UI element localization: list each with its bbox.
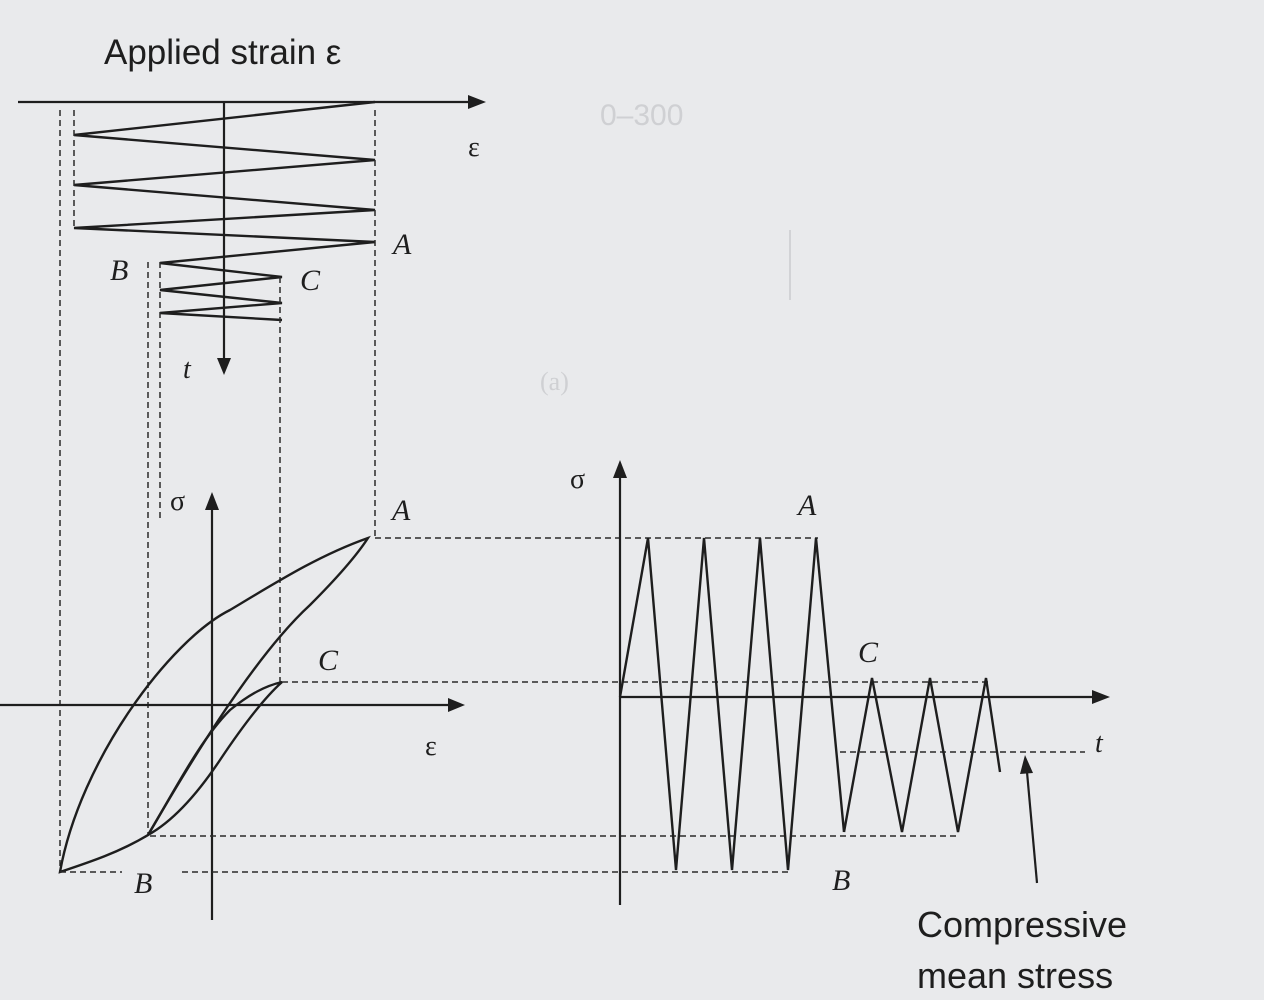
stress-time-panel: σ t A C B Compressive mean stress	[570, 460, 1127, 996]
stress-large-amplitude-cycles	[618, 537, 846, 871]
strain-epsilon-axis-label: ε	[468, 132, 480, 163]
mean-stress-pointer	[1025, 771, 1039, 884]
hysteresis-sigma-arrowhead	[205, 492, 219, 510]
hysteresis-panel: σ ε A C B	[0, 486, 465, 920]
vertical-projection-lines	[59, 110, 376, 872]
hysteresis-epsilon-label: ε	[425, 731, 437, 762]
annotation-line1: Compressive	[917, 904, 1127, 945]
stress-time-sigma-label: σ	[570, 464, 585, 495]
hysteresis-epsilon-arrowhead	[448, 698, 465, 712]
stress-time-t-label: t	[1095, 728, 1104, 759]
bleed-through-line2: (a)	[540, 367, 569, 396]
bleed-through-line1: 0–300	[600, 99, 683, 132]
stress-time-sigma-arrowhead	[613, 460, 627, 478]
stress-time-label-b: B	[832, 864, 850, 897]
strain-time-axis-label: t	[183, 354, 192, 385]
annotation-line2: mean stress	[917, 955, 1113, 996]
strain-label-b: B	[110, 254, 128, 287]
mean-stress-pointer-head	[1020, 755, 1033, 774]
stress-small-amplitude-cycles	[842, 677, 1002, 833]
stress-time-t-arrowhead	[1092, 690, 1110, 704]
strain-panel-title: Applied strain ε	[104, 33, 341, 72]
hysteresis-small-loop	[144, 680, 283, 839]
strain-epsilon-arrowhead	[468, 95, 486, 109]
stress-time-label-a: A	[796, 489, 817, 522]
hysteresis-label-b: B	[134, 867, 152, 900]
hysteresis-sigma-label: σ	[170, 486, 185, 517]
hysteresis-label-c: C	[318, 644, 339, 677]
strain-label-c: C	[300, 264, 321, 297]
strain-label-a: A	[391, 228, 412, 261]
stress-time-label-c: C	[858, 636, 879, 669]
bleed-through-text: 0–300 (a)	[540, 99, 791, 396]
strain-time-panel: Applied strain ε ε t A B C	[18, 33, 486, 385]
strain-small-amplitude-cycles	[159, 240, 376, 322]
strain-time-arrowhead	[217, 358, 231, 375]
hysteresis-label-a: A	[390, 494, 411, 527]
